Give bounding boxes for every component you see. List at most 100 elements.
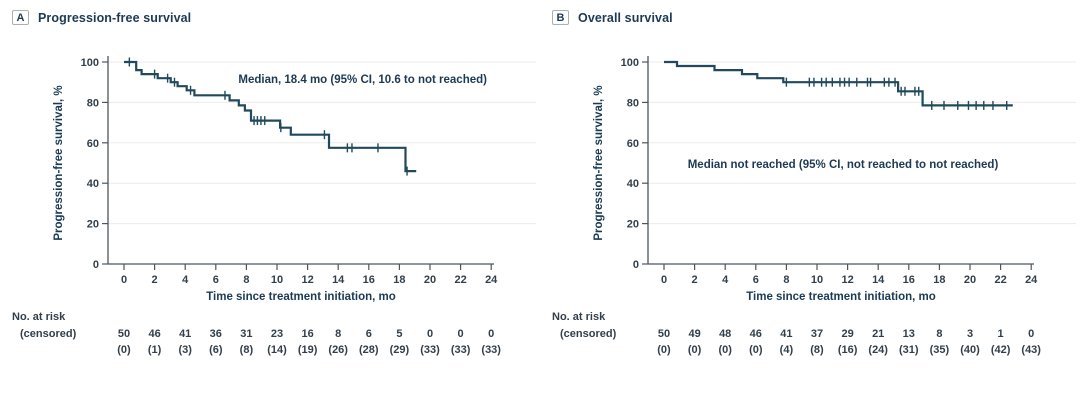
at-risk-value: 29 — [841, 328, 853, 340]
panel-a-title: Progression-free survival — [38, 10, 192, 25]
at-risk-value: 31 — [240, 328, 252, 340]
panel-b-header: B Overall survival — [552, 10, 673, 25]
at-risk-label: No. at risk — [552, 311, 606, 323]
x-tick-label: 24 — [1025, 274, 1038, 286]
censored-value: (33) — [451, 344, 471, 356]
x-axis-title: Time since treatment initiation, mo — [206, 291, 396, 303]
censored-value: (4) — [780, 344, 794, 356]
at-risk-value: 3 — [967, 328, 973, 340]
x-tick-label: 18 — [933, 274, 945, 286]
x-tick-label: 20 — [424, 274, 436, 286]
y-axis-title: Progression-free survival, % — [53, 85, 65, 240]
at-risk-value: 16 — [301, 328, 313, 340]
x-tick-label: 6 — [213, 274, 219, 286]
x-tick-label: 20 — [964, 274, 976, 286]
y-tick-label: 60 — [627, 138, 639, 150]
x-tick-label: 8 — [243, 274, 249, 286]
at-risk-value: 50 — [658, 328, 670, 340]
x-tick-label: 10 — [811, 274, 823, 286]
censored-value: (40) — [960, 344, 980, 356]
x-tick-label: 4 — [182, 274, 189, 286]
x-tick-label: 10 — [271, 274, 283, 286]
at-risk-value: 50 — [118, 328, 130, 340]
at-risk-value: 48 — [719, 328, 731, 340]
y-tick-label: 100 — [621, 57, 639, 69]
at-risk-value: 46 — [750, 328, 762, 340]
at-risk-label: No. at risk — [12, 311, 66, 323]
x-tick-label: 14 — [332, 274, 345, 286]
at-risk-value: 36 — [210, 328, 222, 340]
at-risk-value: 8 — [335, 328, 341, 340]
censored-value: (8) — [240, 344, 254, 356]
censored-value: (33) — [420, 344, 440, 356]
censored-value: (24) — [868, 344, 888, 356]
x-tick-label: 24 — [485, 274, 498, 286]
median-annotation: Median not reached (95% CI, not reached … — [688, 159, 999, 171]
x-tick-label: 12 — [301, 274, 313, 286]
x-tick-label: 8 — [783, 274, 789, 286]
y-tick-label: 100 — [81, 57, 99, 69]
x-tick-label: 12 — [841, 274, 853, 286]
at-risk-value: 0 — [488, 328, 494, 340]
censored-value: (19) — [298, 344, 318, 356]
x-tick-label: 6 — [753, 274, 759, 286]
y-tick-label: 80 — [627, 97, 639, 109]
at-risk-value: 0 — [458, 328, 464, 340]
x-axis-title: Time since treatment initiation, mo — [746, 291, 936, 303]
censored-value: (16) — [838, 344, 858, 356]
median-annotation: Median, 18.4 mo (95% CI, 10.6 to not rea… — [238, 74, 487, 86]
at-risk-value: 41 — [179, 328, 191, 340]
panel-a-header: A Progression-free survival — [12, 10, 191, 25]
at-risk-value: 41 — [780, 328, 792, 340]
censored-value: (3) — [178, 344, 192, 356]
censored-value: (31) — [899, 344, 919, 356]
at-risk-value: 13 — [903, 328, 915, 340]
x-tick-label: 18 — [393, 274, 405, 286]
at-risk-value: 1 — [998, 328, 1004, 340]
censored-value: (14) — [267, 344, 287, 356]
x-tick-label: 22 — [454, 274, 466, 286]
censored-value: (26) — [328, 344, 348, 356]
at-risk-value: 23 — [271, 328, 283, 340]
at-risk-value: 0 — [427, 328, 433, 340]
panel-b-title: Overall survival — [578, 10, 673, 25]
y-axis-title: Progression-free survival, % — [593, 85, 605, 240]
at-risk-value: 0 — [1028, 328, 1034, 340]
panel-a-letter-box: A — [12, 10, 29, 25]
censored-value: (29) — [390, 344, 410, 356]
at-risk-value: 49 — [688, 328, 700, 340]
censored-label: (censored) — [560, 328, 617, 340]
y-tick-label: 0 — [93, 259, 99, 271]
x-tick-label: 0 — [121, 274, 127, 286]
y-tick-label: 80 — [87, 97, 99, 109]
x-tick-label: 16 — [363, 274, 375, 286]
censored-value: (8) — [810, 344, 824, 356]
censored-value: (0) — [688, 344, 702, 356]
censored-value: (42) — [991, 344, 1011, 356]
censored-label: (censored) — [20, 328, 77, 340]
y-tick-label: 0 — [633, 259, 639, 271]
x-tick-label: 22 — [994, 274, 1006, 286]
y-tick-label: 20 — [627, 219, 639, 231]
x-tick-label: 16 — [903, 274, 915, 286]
y-tick-label: 60 — [87, 138, 99, 150]
x-tick-label: 4 — [722, 274, 729, 286]
censored-value: (0) — [718, 344, 732, 356]
at-risk-value: 6 — [366, 328, 372, 340]
x-tick-label: 2 — [152, 274, 158, 286]
panel-b-letter-box: B — [552, 10, 569, 25]
at-risk-value: 21 — [872, 328, 884, 340]
censored-value: (0) — [749, 344, 763, 356]
x-tick-label: 0 — [661, 274, 667, 286]
x-tick-label: 14 — [872, 274, 885, 286]
y-tick-label: 20 — [87, 219, 99, 231]
y-tick-label: 40 — [87, 178, 99, 190]
at-risk-value: 37 — [811, 328, 823, 340]
censored-value: (0) — [657, 344, 671, 356]
censored-value: (43) — [1021, 344, 1041, 356]
censored-value: (6) — [209, 344, 223, 356]
censored-value: (28) — [359, 344, 379, 356]
